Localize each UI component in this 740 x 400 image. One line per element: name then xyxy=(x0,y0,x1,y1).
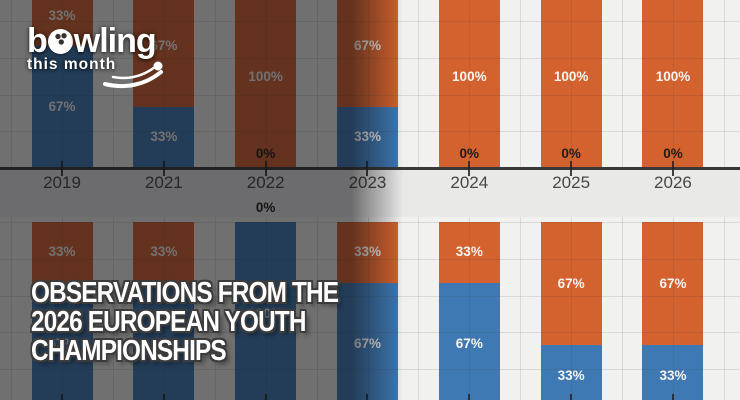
year-label-2021: 2021 xyxy=(144,173,183,192)
axis-tick xyxy=(366,394,369,400)
percent-label-blue-2023-top: 33% xyxy=(353,129,381,145)
logo-wordmark: b wling xyxy=(27,22,157,60)
axis-tick xyxy=(264,394,267,400)
year-label-2019: 2019 xyxy=(43,173,81,192)
percent-label-orange-2026-bottom: 67% xyxy=(659,275,687,291)
axis-tick xyxy=(671,394,674,400)
percent-label-blue-2023-bottom: 67% xyxy=(353,336,381,352)
gridline-vertical xyxy=(622,217,624,400)
percent-label-orange-2026-top: 100% xyxy=(655,68,691,84)
percent-label-orange-2025-bottom: 67% xyxy=(557,275,585,291)
gridline-vertical xyxy=(418,217,420,400)
axis-tick xyxy=(468,394,471,400)
bowling-this-month-logo: b wling this month xyxy=(27,22,163,89)
gridline-horizontal xyxy=(0,369,740,371)
percent-label-blue-2024-bottom: 67% xyxy=(455,336,483,352)
logo-word-post: wling xyxy=(73,22,157,60)
gridline-vertical xyxy=(520,0,522,167)
gridline-vertical xyxy=(11,0,13,167)
year-label-2022: 2022 xyxy=(246,173,285,192)
axis-tick xyxy=(570,394,573,400)
swoosh-icon xyxy=(103,61,163,89)
percent-label-blue-2026-top: 0% xyxy=(663,146,683,161)
percent-label-orange-2022-top: 100% xyxy=(248,68,283,84)
gridline-vertical xyxy=(520,217,522,400)
percent-label-orange-2023-bottom: 33% xyxy=(353,244,381,260)
gridline-vertical xyxy=(11,217,13,400)
gridline-vertical xyxy=(622,0,624,167)
year-label-2024: 2024 xyxy=(450,173,489,192)
percent-label-orange-2021-bottom: 33% xyxy=(150,244,178,260)
title-line-1: OBSERVATIONS FROM THE xyxy=(31,277,339,309)
year-label-2026: 2026 xyxy=(654,173,692,192)
percent-label-orange-2019-bottom: 33% xyxy=(48,244,76,260)
percent-label-orange-2023-top: 67% xyxy=(353,38,381,54)
percent-label-blue-2021-top: 33% xyxy=(150,129,178,145)
percent-label-blue-2025-top: 0% xyxy=(561,146,581,161)
gridline-horizontal xyxy=(0,94,740,96)
x-axis-line xyxy=(0,166,740,170)
percent-label-orange-2022-bottom: 0% xyxy=(255,200,276,215)
article-title: OBSERVATIONS FROM THE 2026 EUROPEAN YOUT… xyxy=(31,277,339,367)
gridline-horizontal xyxy=(0,222,740,223)
title-line-3: CHAMPIONSHIPS xyxy=(31,335,227,367)
gridline-vertical xyxy=(723,0,725,167)
percent-label-orange-2024-top: 100% xyxy=(452,68,487,84)
year-label-2025: 2025 xyxy=(552,173,591,192)
percent-label-blue-2019-top: 67% xyxy=(48,98,76,114)
percent-label-orange-2025-top: 100% xyxy=(553,68,589,84)
percent-label-blue-2022-top: 0% xyxy=(255,146,276,161)
axis-tick xyxy=(162,394,165,400)
title-line-2: 2026 EUROPEAN YOUTH xyxy=(31,306,306,338)
percent-label-blue-2025-bottom: 33% xyxy=(557,367,585,383)
gridline-vertical xyxy=(214,0,216,167)
gridline-vertical xyxy=(316,0,318,167)
percent-label-blue-2024-top: 0% xyxy=(459,146,480,161)
gridline-vertical xyxy=(723,217,725,400)
axis-tick xyxy=(61,394,63,400)
percent-label-orange-2024-bottom: 33% xyxy=(455,244,483,260)
percent-label-blue-2026-bottom: 33% xyxy=(659,367,687,383)
bowling-ball-icon xyxy=(47,29,73,54)
year-label-2023: 2023 xyxy=(348,173,387,192)
gridline-vertical xyxy=(418,0,420,167)
logo-word-pre: b xyxy=(27,22,48,60)
